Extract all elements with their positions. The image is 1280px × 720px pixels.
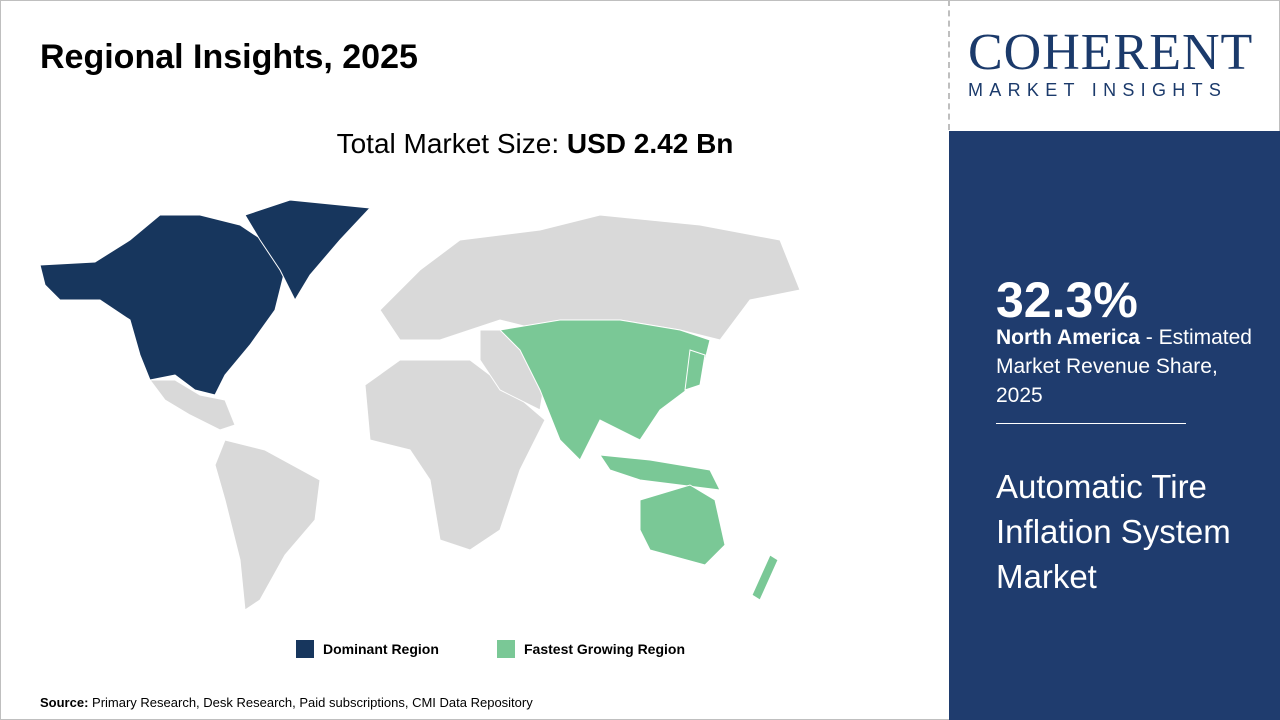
share-description: North America - Estimated Market Revenue… bbox=[996, 323, 1266, 410]
region-name: North America bbox=[996, 326, 1140, 349]
insight-panel: 32.3% North America - Estimated Market R… bbox=[949, 131, 1280, 720]
legend-label: Fastest Growing Region bbox=[524, 641, 686, 657]
region-asia bbox=[498, 319, 711, 461]
total-market-size: Total Market Size: USD 2.42 Bn bbox=[0, 128, 1070, 160]
legend-label: Dominant Region bbox=[323, 641, 439, 657]
panel-divider bbox=[996, 423, 1186, 424]
share-value: 32.3% bbox=[996, 272, 1138, 328]
logo-line1: COHERENT bbox=[968, 24, 1254, 81]
share-desc-text: - Estimated Market Revenue Share, 2025 bbox=[996, 326, 1252, 407]
logo-line2: MARKET INSIGHTS bbox=[968, 80, 1228, 100]
source-label: Source: bbox=[40, 695, 89, 710]
total-label: Total Market Size: bbox=[336, 128, 560, 159]
region-europe-russia bbox=[379, 214, 801, 341]
region-africa bbox=[364, 359, 546, 551]
region-japan bbox=[684, 349, 706, 391]
legend-swatch-fastest bbox=[497, 640, 515, 658]
legend-swatch-dominant bbox=[296, 640, 314, 658]
divider bbox=[948, 0, 950, 130]
region-north-america bbox=[39, 214, 286, 396]
region-greenland bbox=[244, 199, 372, 302]
total-value: USD 2.42 Bn bbox=[566, 128, 734, 159]
region-indonesia bbox=[598, 454, 721, 491]
market-name: Automatic Tire Inflation System Market bbox=[996, 468, 1231, 595]
logo: COHERENT MARKET INSIGHTS bbox=[968, 24, 1263, 101]
region-south-america bbox=[214, 439, 321, 611]
region-new-zealand bbox=[751, 554, 779, 601]
legend-fastest: Fastest Growing Region bbox=[497, 640, 685, 658]
source-note: Source: Primary Research, Desk Research,… bbox=[40, 695, 533, 710]
region-australia bbox=[639, 484, 726, 566]
source-text: Primary Research, Desk Research, Paid su… bbox=[88, 695, 533, 710]
page-title: Regional Insights, 2025 bbox=[40, 38, 418, 76]
legend-dominant: Dominant Region bbox=[296, 640, 439, 658]
region-central-america bbox=[149, 379, 236, 431]
